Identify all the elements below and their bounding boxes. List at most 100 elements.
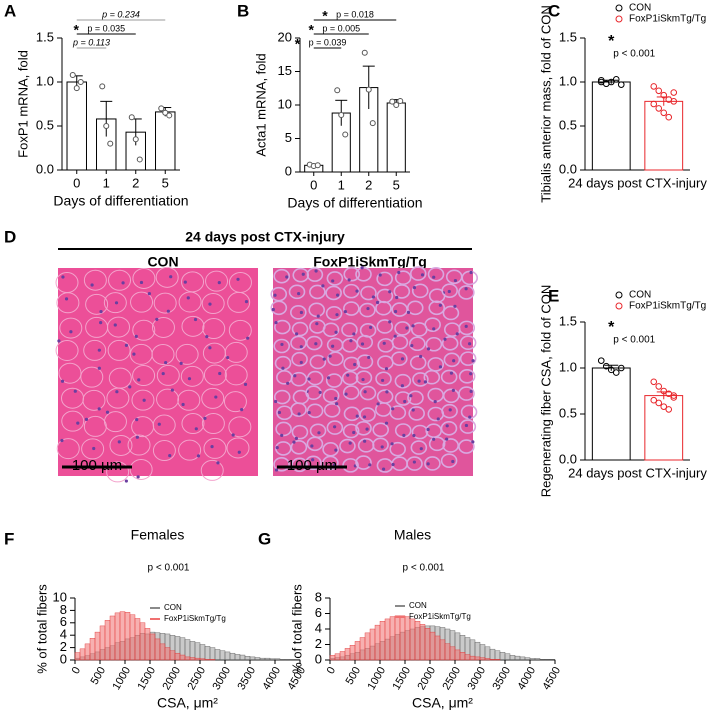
x-tick-label: 5 xyxy=(162,175,169,190)
nucleus xyxy=(419,354,423,359)
histogram-bar xyxy=(394,615,401,661)
x-tick-label: 1 xyxy=(103,175,110,190)
fiber-outline xyxy=(83,269,107,291)
fiber-outline xyxy=(458,386,475,401)
nucleus xyxy=(237,450,241,454)
fiber-outline xyxy=(407,390,424,406)
nucleus xyxy=(73,389,77,393)
nucleus xyxy=(231,433,235,437)
histogram-bar xyxy=(369,628,376,661)
fiber-outline xyxy=(152,414,176,436)
nucleus xyxy=(368,463,372,467)
x-tick-label: 0 xyxy=(310,177,317,192)
fiber-outline xyxy=(201,387,225,409)
chart-title: Males xyxy=(394,527,431,543)
nucleus xyxy=(471,359,475,363)
nucleus xyxy=(273,293,277,297)
fiber-outline xyxy=(127,434,151,456)
nucleus xyxy=(432,327,436,331)
nucleus xyxy=(412,460,416,464)
nucleus xyxy=(314,269,318,273)
nucleus xyxy=(412,286,417,290)
nucleus xyxy=(432,275,436,279)
nucleus xyxy=(60,438,64,443)
nucleus xyxy=(316,314,320,318)
p-value: p = 0.234 xyxy=(101,9,140,19)
fiber-outline xyxy=(107,316,131,338)
histogram-bar xyxy=(204,646,211,661)
histogram-bar xyxy=(94,631,101,661)
fiber-outline xyxy=(339,438,356,454)
nucleus xyxy=(297,412,301,416)
fiber-outline xyxy=(82,389,106,411)
nucleus xyxy=(384,367,389,371)
data-point xyxy=(670,392,678,399)
x-axis-label: CSA, μm² xyxy=(412,695,473,710)
bar xyxy=(66,81,87,171)
histogram-bar xyxy=(484,658,491,661)
histogram-bar xyxy=(399,615,406,661)
y-tick-label: 15 xyxy=(278,63,292,78)
fiber-outline xyxy=(130,291,154,313)
data-point xyxy=(597,357,605,364)
data-point xyxy=(655,87,663,95)
data-point xyxy=(393,102,400,108)
histogram-bar xyxy=(264,657,271,661)
nucleus xyxy=(244,299,249,304)
x-tick-label: 4000 xyxy=(260,665,283,692)
data-point xyxy=(136,156,143,163)
histogram-bar xyxy=(294,659,301,661)
nucleus xyxy=(438,365,443,369)
nucleus xyxy=(447,289,451,294)
nucleus xyxy=(362,415,367,419)
fiber-outline xyxy=(342,423,360,439)
histogram-bar xyxy=(129,614,136,661)
data-point xyxy=(650,378,658,386)
y-axis-label: Tibialis anterior mass, fold of CON xyxy=(538,5,553,202)
histogram-bar xyxy=(279,659,286,661)
nucleus xyxy=(438,303,442,307)
fiber-outline xyxy=(322,388,340,403)
legend-label: FoxP1iSkmTg/Tg xyxy=(164,614,226,623)
nucleus xyxy=(361,377,365,382)
nucleus xyxy=(402,433,406,438)
nucleus xyxy=(331,344,335,348)
data-point xyxy=(650,396,658,404)
nucleus xyxy=(114,301,119,305)
fiber-outline xyxy=(342,385,360,400)
histogram-bar xyxy=(169,650,176,661)
y-tick-label: 1.0 xyxy=(559,359,577,374)
bar xyxy=(644,395,684,461)
fiber-outline xyxy=(408,406,425,421)
nucleus xyxy=(90,283,94,287)
histogram-bar xyxy=(204,659,211,661)
fiber-outline xyxy=(152,440,176,462)
fiber-outline xyxy=(59,317,83,339)
x-axis-label: Days of differentiation xyxy=(287,195,422,211)
data-point xyxy=(107,140,114,147)
y-tick-label: 6 xyxy=(315,605,322,620)
histogram-bar xyxy=(149,633,156,661)
nucleus xyxy=(433,400,437,404)
nucleus xyxy=(157,422,161,426)
nucleus xyxy=(445,437,449,441)
significance-marker: * xyxy=(74,22,80,38)
p-value: p < 0.001 xyxy=(148,563,190,574)
nucleus xyxy=(69,330,73,334)
data-point xyxy=(660,387,668,395)
data-point xyxy=(389,98,396,105)
nucleus xyxy=(60,379,65,383)
histogram-bar xyxy=(389,616,396,661)
histogram-bar xyxy=(474,656,481,661)
histogram-bar xyxy=(364,632,371,661)
fiber-outline xyxy=(155,266,179,288)
nucleus xyxy=(426,462,430,466)
x-tick-label: 3000 xyxy=(465,665,488,692)
histogram-bar xyxy=(449,646,456,661)
fiber-outline xyxy=(80,366,104,388)
nucleus xyxy=(117,440,121,444)
nucleus xyxy=(236,277,240,281)
data-point xyxy=(650,83,658,90)
legend-label: FoxP1iSkmTg/Tg xyxy=(629,301,706,312)
nucleus xyxy=(471,440,475,444)
